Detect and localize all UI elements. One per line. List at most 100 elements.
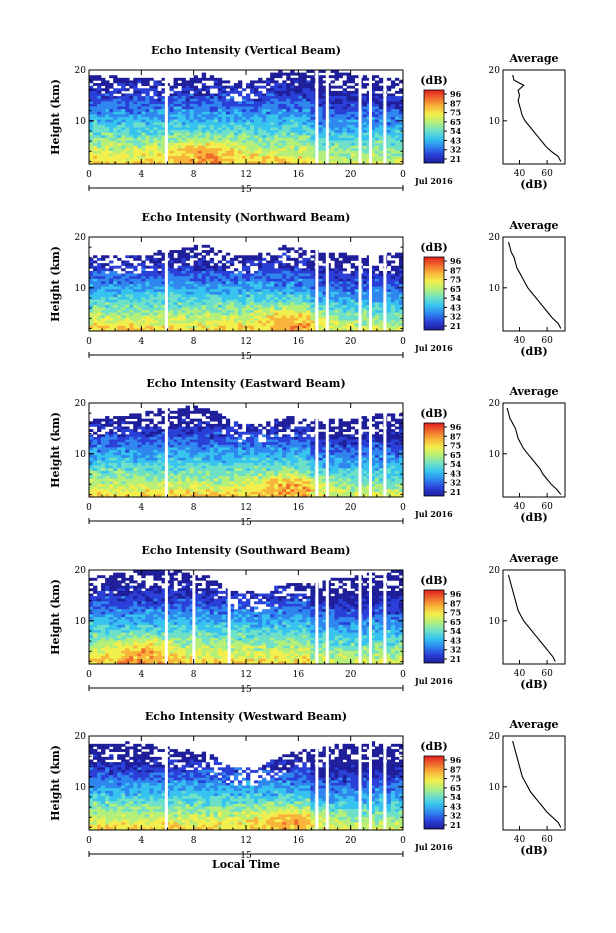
data-gap [165,70,168,164]
data-gap [383,70,386,164]
colorbar-tick-label: 21 [450,487,461,497]
data-gap [165,403,168,497]
x-tick-label: 8 [191,670,197,680]
x-tick-label: 4 [138,670,144,680]
colorbar [424,756,444,829]
x-tick-label: 0 [86,836,92,846]
data-gap [383,736,386,830]
echo-heatmap [89,570,403,664]
average-x-label: (dB) [520,678,547,691]
x-axis-label: Local Time [212,858,280,871]
colorbar [424,423,444,496]
month-label: Jul 2016 [414,509,453,519]
date-label: 15 [240,352,252,362]
x-tick-label: 8 [191,337,197,347]
colorbar-tick-label: 21 [450,321,461,331]
panel-title: Echo Intensity (Southward Beam) [142,544,351,557]
colorbar-unit: (dB) [420,574,447,587]
average-x-label: (dB) [520,844,547,857]
average-y-tick-label: 20 [489,566,501,576]
x-tick-label: 0 [400,170,406,180]
y-tick-label: 10 [75,284,87,294]
average-profile-line [513,741,561,827]
average-y-tick-label: 20 [489,233,501,243]
x-tick-label: 0 [86,670,92,680]
echo-heatmap [89,406,403,498]
colorbar-unit: (dB) [420,241,447,254]
panel-title: Echo Intensity (Eastward Beam) [146,377,345,390]
average-title: Average [508,385,558,398]
average-y-tick-label: 10 [489,284,501,294]
average-y-tick-label: 20 [489,399,501,409]
average-x-label: (dB) [520,345,547,358]
data-gap [369,570,372,664]
panel-title: Echo Intensity (Northward Beam) [142,211,351,224]
data-gap [165,570,168,664]
data-gap [326,736,329,830]
average-profile-line [513,75,561,161]
panel-title: Echo Intensity (Westward Beam) [145,710,347,723]
colorbar-unit: (dB) [420,740,447,753]
x-tick-label: 20 [345,503,357,513]
month-label: Jul 2016 [414,176,453,186]
x-tick-label: 0 [400,503,406,513]
date-label: 15 [240,185,252,195]
x-tick-label: 0 [86,170,92,180]
data-gap [383,570,386,664]
data-gap [369,70,372,164]
y-tick-label: 10 [75,617,87,627]
colorbar-tick-label: 21 [450,654,461,664]
average-x-label: (dB) [520,511,547,524]
data-gap [228,570,231,664]
x-tick-label: 4 [138,170,144,180]
x-tick-label: 12 [240,836,251,846]
y-tick-label: 10 [75,783,87,793]
average-y-tick-label: 10 [489,450,501,460]
average-title: Average [508,552,558,565]
y-tick-label: 20 [75,233,87,243]
data-gap [315,570,318,664]
data-gap [359,403,362,497]
x-tick-label: 16 [293,170,305,180]
x-tick-label: 12 [240,337,251,347]
data-gap [315,70,318,164]
y-axis-label: Height (km) [49,412,62,488]
colorbar-unit: (dB) [420,74,447,87]
average-profile-line [509,242,561,328]
echo-heatmap [89,70,403,164]
data-gap [359,736,362,830]
data-gap [315,237,318,331]
month-label: Jul 2016 [414,676,453,686]
y-tick-label: 20 [75,399,87,409]
average-frame [503,570,565,664]
x-tick-label: 4 [138,836,144,846]
x-tick-label: 8 [191,170,197,180]
date-label: 15 [240,685,252,695]
data-gap [326,570,329,664]
colorbar-tick-label: 21 [450,154,461,164]
x-tick-label: 16 [293,337,305,347]
x-tick-label: 0 [400,670,406,680]
y-tick-label: 20 [75,66,87,76]
x-tick-label: 0 [400,337,406,347]
average-x-label: (dB) [520,178,547,191]
month-label: Jul 2016 [414,842,453,852]
x-tick-label: 12 [240,170,251,180]
x-tick-label: 0 [86,503,92,513]
average-title: Average [508,219,558,232]
x-tick-label: 16 [293,836,305,846]
x-tick-label: 20 [345,670,357,680]
data-gap [326,403,329,497]
x-tick-label: 4 [138,337,144,347]
data-gap [369,403,372,497]
average-y-tick-label: 10 [489,117,501,127]
colorbar [424,590,444,663]
data-gap [326,70,329,164]
data-gap [369,736,372,830]
date-label: 15 [240,518,252,528]
y-axis-label: Height (km) [49,579,62,655]
